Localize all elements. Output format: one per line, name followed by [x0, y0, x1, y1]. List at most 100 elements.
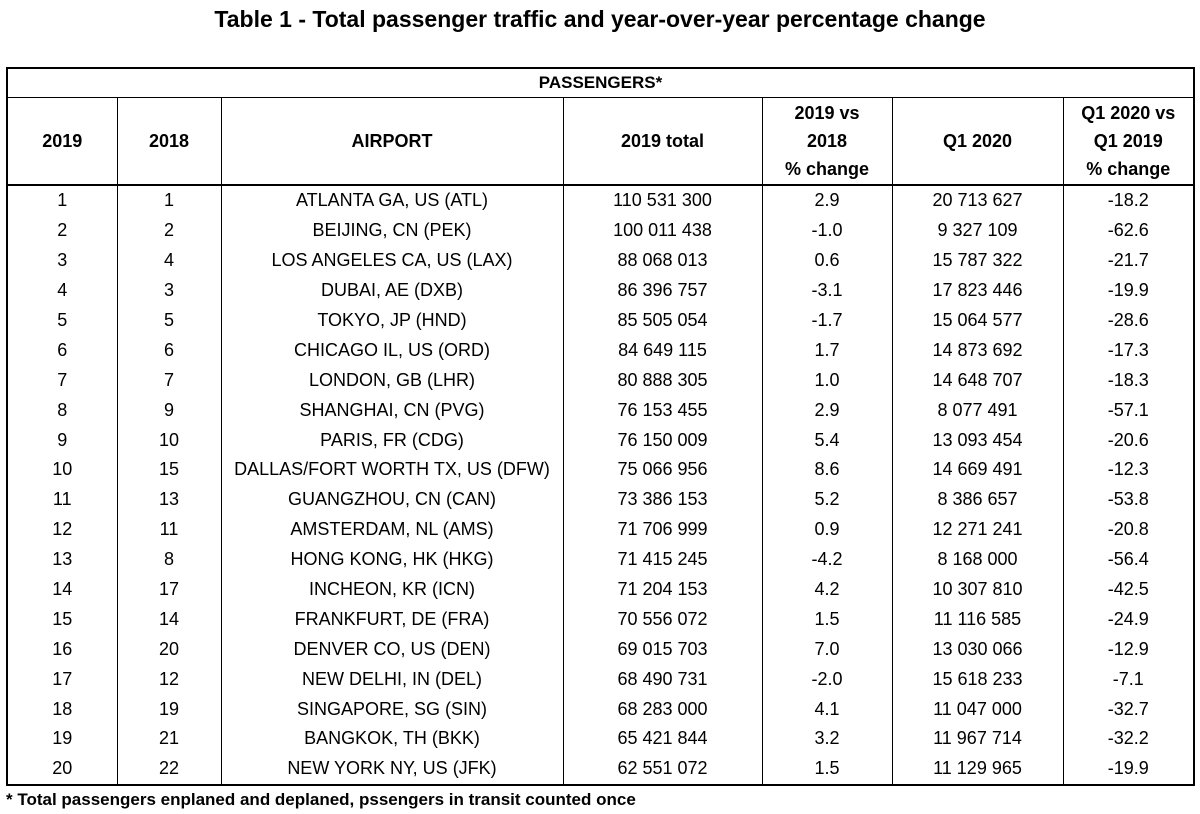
cell-airport: AMSTERDAM, NL (AMS) [220, 514, 564, 545]
cell-2019-total: 62 551 072 [562, 753, 763, 785]
cell-rank-2018: 17 [116, 574, 222, 605]
cell-airport: BANGKOK, TH (BKK) [220, 724, 564, 754]
cell-rank-2018: 11 [116, 514, 222, 545]
cell-2019-total: 71 204 153 [562, 574, 763, 605]
cell-q1-2020: 8 168 000 [891, 544, 1064, 575]
cell-q1-change: -12.3 [1062, 455, 1195, 485]
cell-q1-change: -32.7 [1062, 694, 1195, 725]
cell-rank-2019: 19 [6, 724, 118, 754]
column-header-line: % change [784, 159, 870, 179]
cell-2019-total: 71 706 999 [562, 514, 763, 545]
cell-2019-total: 86 396 757 [562, 275, 763, 306]
cell-2019-total: 76 150 009 [562, 425, 763, 456]
cell-airport: PARIS, FR (CDG) [220, 425, 564, 456]
cell-q1-change: -56.4 [1062, 544, 1195, 575]
cell-q1-change: -28.6 [1062, 305, 1195, 336]
cell-rank-2018: 1 [116, 185, 222, 216]
cell-rank-2019: 8 [6, 395, 118, 426]
cell-q1-change: -18.3 [1062, 365, 1195, 396]
cell-airport: BEIJING, CN (PEK) [220, 215, 564, 246]
cell-2019-change: 2.9 [761, 395, 893, 426]
cell-q1-change: -20.8 [1062, 514, 1195, 545]
cell-2019-total: 84 649 115 [562, 335, 763, 366]
cell-rank-2019: 10 [6, 455, 118, 485]
cell-rank-2018: 6 [116, 335, 222, 366]
column-header-line: 2018 [806, 131, 848, 151]
cell-airport: NEW YORK NY, US (JFK) [220, 753, 564, 785]
cell-q1-2020: 14 873 692 [891, 335, 1064, 366]
cell-airport: FRANKFURT, DE (FRA) [220, 604, 564, 635]
cell-rank-2018: 22 [116, 753, 222, 785]
cell-q1-2020: 14 669 491 [891, 455, 1064, 485]
cell-rank-2018: 2 [116, 215, 222, 246]
table-row: 3 4 LOS ANGELES CA, US (LAX) 88 068 013 0.6 1… [6, 245, 1195, 276]
cell-2019-change: 8.6 [761, 455, 893, 485]
cell-rank-2019: 4 [6, 275, 118, 306]
cell-q1-2020: 15 064 577 [891, 305, 1064, 336]
cell-2019-total: 100 011 438 [562, 215, 763, 246]
column-header-q1-2020: Q1 2020 [891, 97, 1064, 186]
table-row: 8 9 SHANGHAI, CN (PVG) 76 153 455 2.9 8 077 4… [6, 395, 1195, 426]
cell-rank-2019: 12 [6, 514, 118, 545]
cell-q1-2020: 11 967 714 [891, 724, 1064, 754]
cell-2019-total: 73 386 153 [562, 484, 763, 515]
cell-2019-total: 65 421 844 [562, 724, 763, 754]
table-row: 19 21 BANGKOK, TH (BKK) 65 421 844 3.2 11 967… [6, 724, 1195, 754]
cell-2019-change: 1.5 [761, 604, 893, 635]
cell-2019-total: 70 556 072 [562, 604, 763, 635]
cell-q1-change: -19.9 [1062, 275, 1195, 306]
cell-q1-2020: 11 116 585 [891, 604, 1064, 635]
cell-rank-2019: 7 [6, 365, 118, 396]
cell-airport: SHANGHAI, CN (PVG) [220, 395, 564, 426]
cell-q1-2020: 20 713 627 [891, 185, 1064, 216]
cell-airport: SINGAPORE, SG (SIN) [220, 694, 564, 725]
cell-airport: LOS ANGELES CA, US (LAX) [220, 245, 564, 276]
cell-rank-2019: 14 [6, 574, 118, 605]
column-header-line: 2019 vs [794, 103, 860, 123]
column-header-q1-change: Q1 2020 vs Q1 2019 % change [1062, 97, 1195, 186]
cell-2019-total: 110 531 300 [562, 185, 763, 216]
cell-2019-change: 4.1 [761, 694, 893, 725]
cell-2019-change: -1.0 [761, 215, 893, 246]
column-header-line: Q1 2020 vs [1081, 103, 1176, 123]
cell-q1-change: -18.2 [1062, 185, 1195, 216]
cell-airport: NEW DELHI, IN (DEL) [220, 664, 564, 695]
cell-q1-change: -24.9 [1062, 604, 1195, 635]
table-row: 13 8 HONG KONG, HK (HKG) 71 415 245 -4.2 8 16… [6, 544, 1195, 575]
column-header-2019-vs-2018-change: 2019 vs 2018 % change [761, 97, 893, 186]
cell-rank-2019: 3 [6, 245, 118, 276]
cell-rank-2018: 7 [116, 365, 222, 396]
table-row: 17 12 NEW DELHI, IN (DEL) 68 490 731 -2.0 15 … [6, 664, 1195, 695]
cell-q1-change: -7.1 [1062, 664, 1195, 695]
cell-q1-2020: 9 327 109 [891, 215, 1064, 246]
column-header-rank-2019: 2019 [6, 97, 118, 186]
cell-rank-2019: 15 [6, 604, 118, 635]
cell-q1-2020: 8 077 491 [891, 395, 1064, 426]
column-header-line: % change [1086, 159, 1171, 179]
cell-q1-2020: 15 618 233 [891, 664, 1064, 695]
cell-rank-2018: 13 [116, 484, 222, 515]
cell-2019-change: 3.2 [761, 724, 893, 754]
table-row: 10 15 DALLAS/FORT WORTH TX, US (DFW) 75 066… [6, 455, 1195, 485]
column-header-2019-total: 2019 total [562, 97, 763, 186]
cell-q1-change: -42.5 [1062, 574, 1195, 605]
cell-airport: ATLANTA GA, US (ATL) [220, 185, 564, 216]
cell-rank-2018: 12 [116, 664, 222, 695]
cell-q1-2020: 14 648 707 [891, 365, 1064, 396]
cell-2019-total: 69 015 703 [562, 634, 763, 665]
cell-2019-change: 5.2 [761, 484, 893, 515]
cell-rank-2018: 10 [116, 425, 222, 456]
cell-q1-change: -19.9 [1062, 753, 1195, 785]
cell-q1-2020: 15 787 322 [891, 245, 1064, 276]
cell-q1-change: -20.6 [1062, 425, 1195, 456]
cell-2019-change: -1.7 [761, 305, 893, 336]
cell-rank-2018: 8 [116, 544, 222, 575]
cell-rank-2018: 21 [116, 724, 222, 754]
cell-2019-change: 7.0 [761, 634, 893, 665]
cell-rank-2019: 17 [6, 664, 118, 695]
cell-2019-total: 76 153 455 [562, 395, 763, 426]
cell-q1-change: -17.3 [1062, 335, 1195, 366]
cell-2019-change: 1.0 [761, 365, 893, 396]
cell-rank-2019: 11 [6, 484, 118, 515]
table-row: 1 1 ATLANTA GA, US (ATL) 110 531 300 2.9 20 7… [6, 185, 1195, 216]
